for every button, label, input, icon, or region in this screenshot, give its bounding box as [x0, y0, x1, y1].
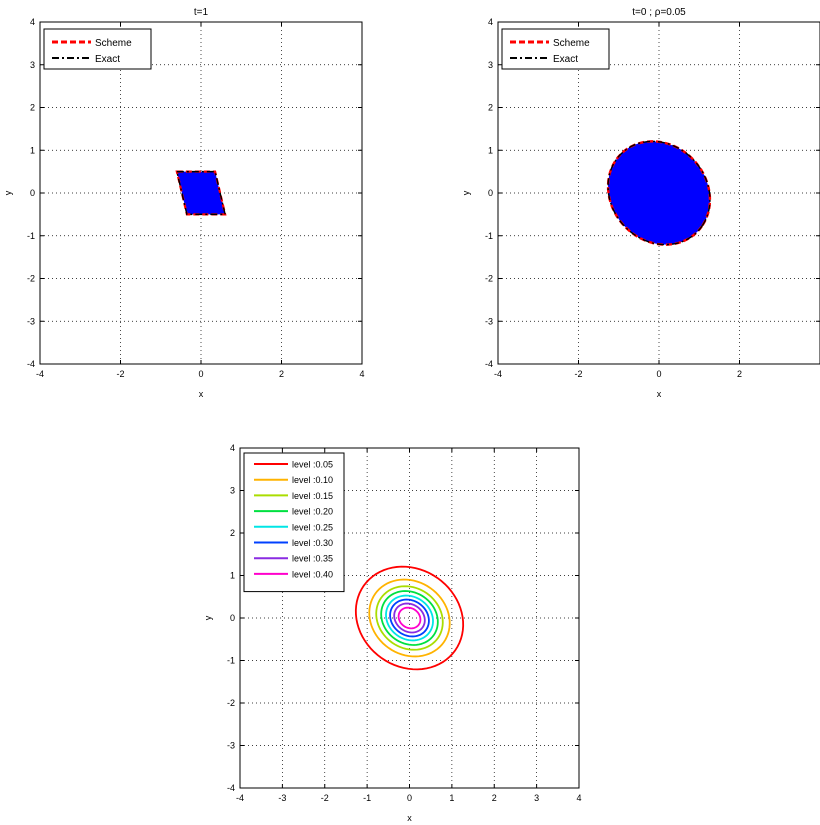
x-tick-label: -2 — [116, 369, 124, 379]
y-tick-label: -1 — [485, 231, 493, 241]
y-tick-label: 0 — [488, 188, 493, 198]
y-tick-label: -2 — [227, 698, 235, 708]
y-tick-label: -4 — [227, 783, 235, 793]
legend-label: Exact — [95, 54, 120, 65]
y-axis-label: y — [3, 190, 13, 195]
y-axis-label: y — [461, 190, 471, 195]
y-tick-label: 2 — [30, 103, 35, 113]
x-tick-label: -4 — [36, 369, 44, 379]
plot-content — [175, 170, 227, 216]
y-tick-label: -1 — [27, 231, 35, 241]
y-tick-label: 4 — [488, 17, 493, 27]
contour-line — [389, 598, 430, 638]
chart-title: t=0 ; ρ=0.05 — [632, 7, 686, 18]
y-tick-label: 2 — [488, 103, 493, 113]
exact-outline — [175, 170, 227, 216]
y-tick-label: 1 — [30, 145, 35, 155]
exact-outline — [607, 140, 711, 246]
contour-line — [375, 585, 444, 651]
plot-t1: -4 -2 0 2 4 -4 -3 -2 -1 0 1 2 3 4 x y t=1 Scheme Exact — [3, 7, 365, 399]
x-tick-label: -2 — [321, 793, 329, 803]
legend-box — [501, 28, 610, 70]
y-tick-label: -4 — [485, 359, 493, 369]
y-tick-label: 2 — [230, 528, 235, 538]
legend-label: level :0.05 — [292, 460, 333, 470]
x-tick-label: 4 — [576, 793, 581, 803]
x-tick-label: 0 — [198, 369, 203, 379]
y-tick-label: -2 — [485, 274, 493, 284]
y-tick-label: 4 — [230, 443, 235, 453]
x-tick-label: 2 — [279, 369, 284, 379]
legend-label: level :0.40 — [292, 569, 333, 579]
contour-line — [380, 590, 439, 646]
legend-label: Exact — [553, 54, 578, 65]
contour-line — [368, 578, 451, 658]
legend-label: Scheme — [553, 38, 590, 49]
x-tick-label: 2 — [737, 369, 742, 379]
x-tick-label: 0 — [407, 793, 412, 803]
plot-content — [606, 140, 712, 246]
legend-box — [243, 452, 345, 593]
y-tick-label: 0 — [30, 188, 35, 198]
legend-label: level :0.30 — [292, 538, 333, 548]
y-tick-label: -3 — [27, 316, 35, 326]
x-axis-label: x — [199, 389, 204, 399]
y-tick-label: 3 — [488, 60, 493, 70]
x-tick-label: 0 — [656, 369, 661, 379]
y-tick-label: -3 — [227, 741, 235, 751]
x-tick-label: -1 — [363, 793, 371, 803]
y-tick-label: 0 — [230, 613, 235, 623]
x-tick-label: 1 — [449, 793, 454, 803]
filled-region — [608, 141, 710, 245]
legend-box — [43, 28, 152, 70]
plot-contour-levels: -4 -3 -2 -1 0 1 2 3 4 -4 -3 -2 -1 0 1 2 3 4 x y level :0.05 l… — [203, 443, 582, 823]
y-tick-label: 4 — [30, 17, 35, 27]
x-tick-label: -4 — [236, 793, 244, 803]
legend-label: level :0.10 — [292, 475, 333, 485]
x-tick-label: -3 — [278, 793, 286, 803]
legend-label: level :0.15 — [292, 491, 333, 501]
contour-line — [354, 565, 465, 671]
x-tick-label: 3 — [534, 793, 539, 803]
x-tick-label: -2 — [574, 369, 582, 379]
x-axis-label: x — [657, 389, 662, 399]
x-axis-label: x — [407, 813, 412, 823]
y-tick-label: -4 — [27, 359, 35, 369]
chart-title: t=1 — [194, 7, 209, 18]
x-tick-label: -4 — [494, 369, 502, 379]
y-tick-label: 1 — [488, 145, 493, 155]
filled-region — [176, 171, 226, 215]
y-tick-label: -1 — [227, 656, 235, 666]
y-tick-label: 3 — [30, 60, 35, 70]
plot-t0-rho: -4 -2 0 2 -4 -3 -2 -1 0 1 2 3 4 x y t=0 ; ρ=0.05 Scheme E… — [461, 7, 820, 399]
contour-line — [393, 602, 426, 634]
legend-label: level :0.20 — [292, 507, 333, 517]
y-tick-label: -2 — [27, 274, 35, 284]
contour-line — [385, 594, 434, 642]
y-tick-label: -3 — [485, 316, 493, 326]
y-axis-label: y — [203, 615, 213, 620]
y-tick-label: 3 — [230, 486, 235, 496]
x-tick-label: 4 — [359, 369, 364, 379]
x-tick-label: 2 — [492, 793, 497, 803]
contour-line — [397, 606, 422, 630]
y-tick-label: 1 — [230, 571, 235, 581]
legend-label: level :0.35 — [292, 554, 333, 564]
plot-content — [354, 565, 465, 671]
legend-label: level :0.25 — [292, 522, 333, 532]
legend-label: Scheme — [95, 38, 132, 49]
